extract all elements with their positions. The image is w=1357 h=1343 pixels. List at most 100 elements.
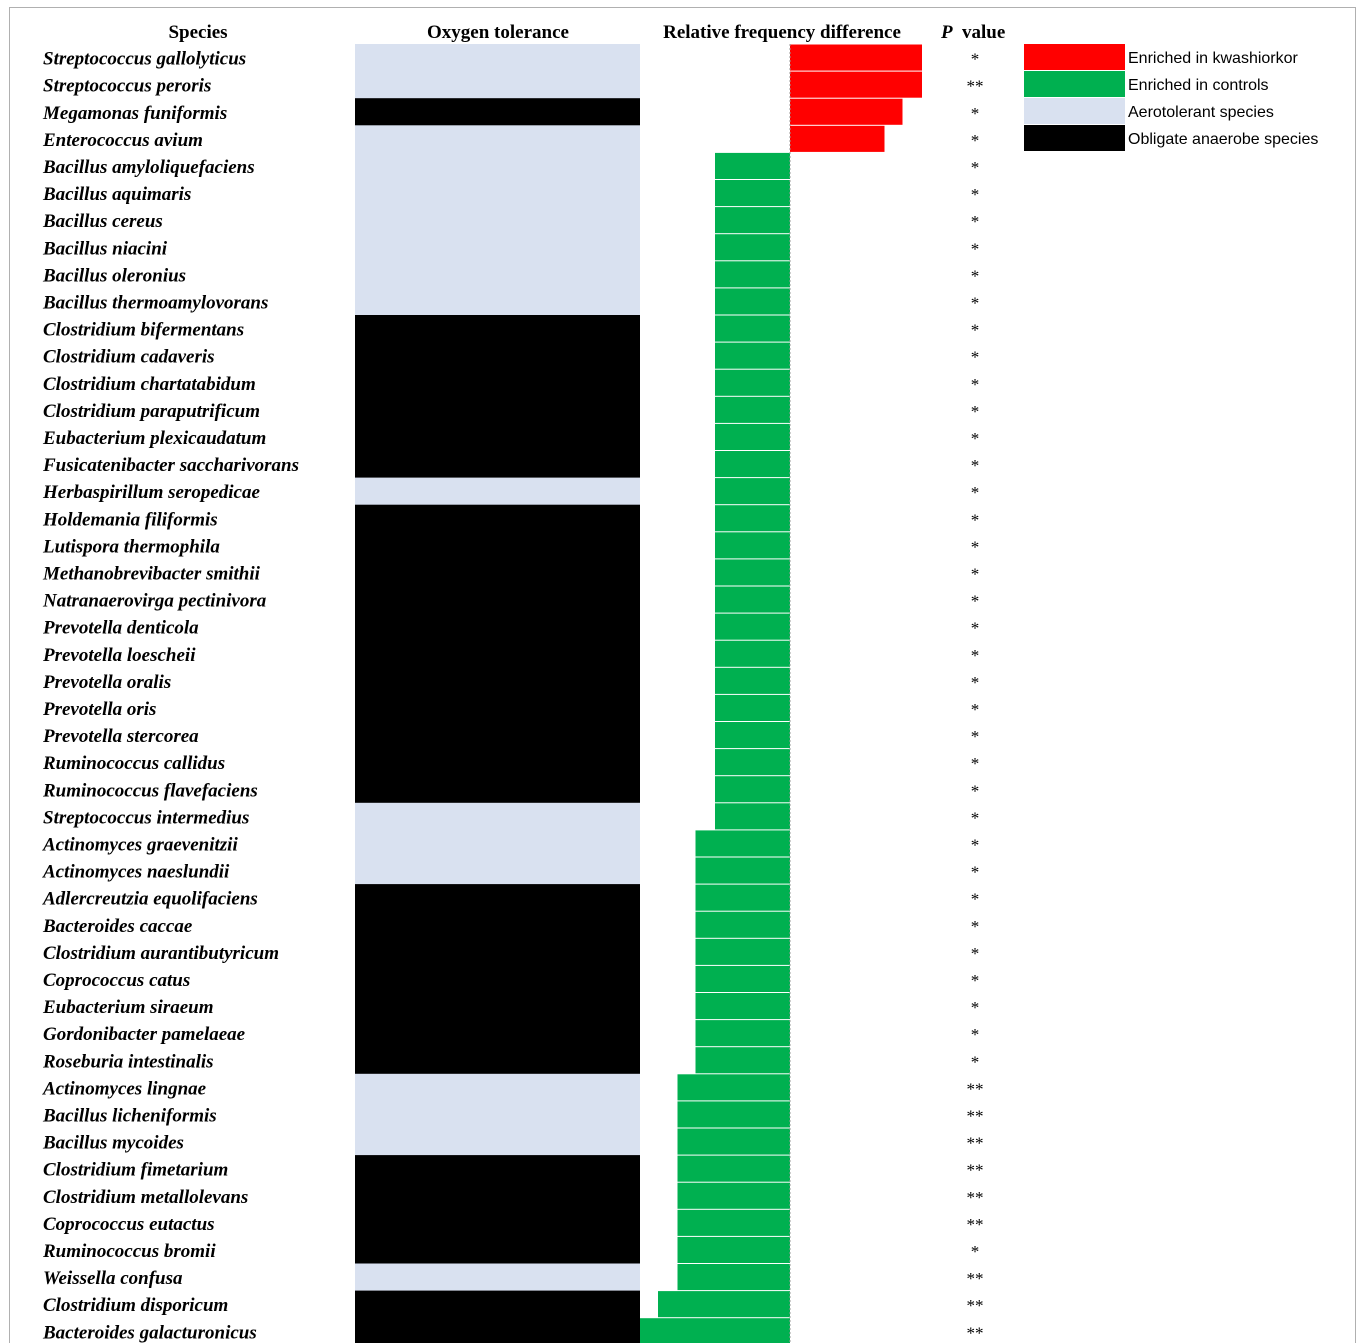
species-label: Streptococcus gallolyticus: [43, 49, 246, 70]
species-label: Actinomyces lingnae: [42, 1078, 207, 1099]
p-value-label: *: [971, 808, 980, 827]
frequency-bar: [677, 1236, 790, 1263]
oxygen-cell: [355, 287, 640, 316]
frequency-bar: [677, 1101, 790, 1128]
oxygen-cell: [355, 1182, 640, 1210]
frequency-bar: [715, 396, 790, 423]
oxygen-cell: [355, 802, 640, 831]
p-value-label: *: [971, 564, 980, 583]
species-label: Clostridium disporicum: [43, 1295, 228, 1316]
species-label: Actinomyces graevenitzii: [42, 834, 238, 855]
p-value-label: **: [967, 1134, 984, 1153]
oxygen-cell: [355, 44, 640, 72]
p-value-label: **: [967, 1269, 984, 1288]
species-label: Prevotella stercorea: [42, 726, 199, 747]
species-label: Bacillus mycoides: [42, 1133, 184, 1154]
frequency-bar: [715, 667, 790, 694]
oxygen-cell: [355, 1046, 640, 1075]
p-value-label: *: [971, 348, 980, 367]
frequency-bar: [715, 586, 790, 613]
frequency-bar: [658, 1291, 790, 1318]
legend-label: Aerotolerant species: [1128, 104, 1274, 121]
oxygen-cell: [355, 477, 640, 506]
p-value-label: *: [971, 131, 980, 150]
oxygen-cell: [355, 342, 640, 370]
frequency-bar: [677, 1182, 790, 1209]
species-label: Streptococcus intermedius: [43, 807, 249, 828]
oxygen-cell: [355, 857, 640, 885]
frequency-bar: [715, 776, 790, 803]
species-label: Bacillus amyloliquefaciens: [42, 157, 255, 178]
oxygen-cell: [355, 125, 640, 153]
species-label: Prevotella oralis: [42, 672, 171, 693]
oxygen-cell: [355, 1263, 640, 1292]
species-label: Prevotella loescheii: [42, 645, 196, 666]
p-value-label: *: [971, 266, 980, 285]
oxygen-cell: [355, 1155, 640, 1183]
oxygen-cell: [355, 1236, 640, 1265]
p-value-label: *: [971, 673, 980, 692]
frequency-bar: [715, 694, 790, 721]
p-value-label: *: [971, 510, 980, 529]
oxygen-cell: [355, 640, 640, 668]
frequency-bar: [677, 1155, 790, 1182]
p-value-label: *: [971, 863, 980, 882]
species-label: Eubacterium siraeum: [42, 997, 214, 1018]
oxygen-cell: [355, 531, 640, 560]
frequency-bar: [715, 532, 790, 559]
frequency-bar: [695, 1020, 790, 1047]
oxygen-cell: [355, 721, 640, 750]
p-value-label: *: [971, 700, 980, 719]
species-label: Fusicatenibacter saccharivorans: [42, 455, 299, 476]
frequency-bar: [677, 1128, 790, 1155]
species-label: Clostridium cadaveris: [43, 347, 215, 368]
frequency-bar: [790, 71, 922, 98]
p-value-column: ****************************************…: [967, 50, 984, 1343]
frequency-bar: [695, 1047, 790, 1074]
frequency-bar: [695, 830, 790, 857]
oxygen-cell: [355, 586, 640, 614]
oxygen-tolerance-column: [355, 44, 640, 1343]
p-value-label: *: [971, 1025, 980, 1044]
oxygen-cell: [355, 992, 640, 1021]
legend-label: Enriched in controls: [1128, 77, 1269, 94]
species-label: Bacillus oleronius: [42, 265, 186, 286]
header-p-value: value: [962, 22, 1005, 43]
frequency-bar: [715, 749, 790, 776]
p-value-label: *: [971, 50, 980, 69]
oxygen-cell: [355, 1019, 640, 1048]
species-label: Megamonas funiformis: [42, 103, 227, 124]
oxygen-cell: [355, 911, 640, 939]
frequency-bar: [677, 1074, 790, 1101]
species-labels: Streptococcus gallolyticus Streptococcus …: [42, 49, 299, 1343]
species-label: Ruminococcus flavefaciens: [42, 780, 258, 801]
legend-label: Enriched in kwashiorkor: [1128, 50, 1299, 67]
oxygen-cell: [355, 775, 640, 804]
frequency-bar: [715, 342, 790, 369]
p-value-label: *: [971, 1242, 980, 1261]
species-label: Clostridium aurantibutyricum: [43, 943, 279, 964]
p-value-label: *: [971, 998, 980, 1017]
species-label: Ruminococcus bromii: [42, 1241, 216, 1262]
frequency-bar: [715, 803, 790, 830]
p-value-label: *: [971, 646, 980, 665]
species-label: Prevotella denticola: [42, 618, 199, 639]
species-label: Enterococcus avium: [42, 130, 203, 151]
oxygen-cell: [355, 260, 640, 289]
p-value-label: *: [971, 158, 980, 177]
species-label: Bacillus licheniformis: [42, 1105, 217, 1126]
species-label: Bacillus thermoamylovorans: [42, 292, 268, 313]
figure-frame: [9, 7, 1356, 1343]
frequency-bar: [715, 234, 790, 261]
legend-swatch: [1024, 98, 1125, 124]
species-label: Gordonibacter pamelaeae: [43, 1024, 246, 1045]
p-value-label: **: [967, 1188, 984, 1207]
p-value-label: *: [971, 944, 980, 963]
p-value-label: *: [971, 212, 980, 231]
oxygen-cell: [355, 315, 640, 343]
frequency-bar: [715, 207, 790, 234]
frequency-bar: [677, 1209, 790, 1236]
p-value-label: **: [967, 1296, 984, 1315]
species-label: Clostridium paraputrificum: [43, 401, 260, 422]
